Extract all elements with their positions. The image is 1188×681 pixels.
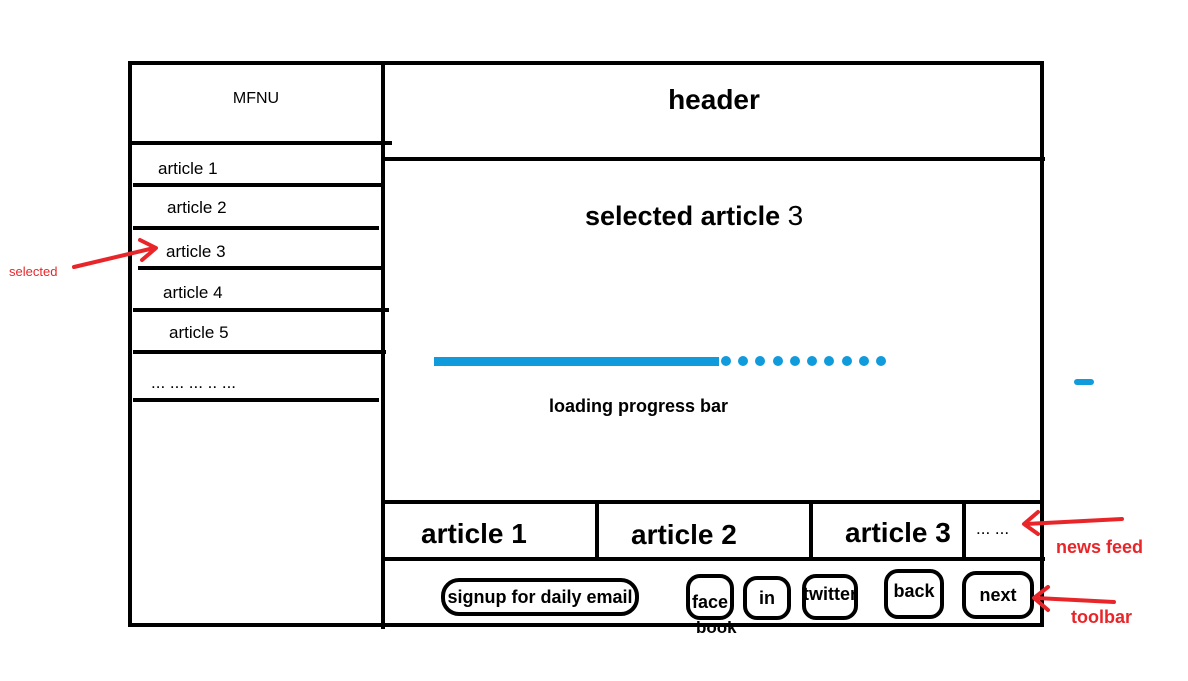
menu-separator [133,226,379,230]
annotation-toolbar: toolbar [1071,607,1132,627]
news-feed-bottom-border [385,557,1045,561]
annotation-news-feed: news feed [1056,537,1144,557]
progress-dot [772,356,783,366]
progress-dot [858,356,869,366]
header-title: header [668,84,760,115]
menu-separator [133,183,383,187]
news-feed-divider [962,502,966,560]
news-feed-more[interactable]: ... ... [976,519,1010,538]
menu-separator [133,398,379,402]
menu-separator [138,266,383,270]
sidebar-item-more[interactable]: ... ... ... .. ... [151,373,237,392]
progress-dot [755,356,766,366]
progress-dot [721,356,731,366]
signup-email-button[interactable]: signup for daily email [441,578,639,616]
sidebar-item-article-1[interactable]: article 1 [158,159,218,178]
menu-separator [133,308,389,312]
sidebar-item-article-3[interactable]: article 3 [166,242,226,261]
facebook-label: face [691,591,729,612]
progress-caption: loading progress bar [549,396,729,416]
progress-dot [824,356,835,366]
menu-separator [130,141,392,145]
news-feed-item-3[interactable]: article 3 [845,517,951,548]
next-label: next [979,584,1017,605]
annotation-arrow-news-feed-icon [1022,510,1124,536]
news-feed-top-border [385,500,1040,504]
back-button[interactable]: back [884,569,944,619]
signup-email-label: signup for daily email [447,586,633,607]
twitter-button[interactable]: twitter [802,574,858,620]
progress-dot [789,356,800,366]
progress-dot [807,356,818,366]
news-feed-item-2[interactable]: article 2 [631,519,737,550]
annotation-selected: selected [9,264,58,279]
menu-title: MFNU [232,90,280,107]
header-separator [385,157,1045,161]
sidebar-item-article-4[interactable]: article 4 [163,283,223,302]
selected-article-title: selected article 3 [585,200,803,232]
progress-dot [875,356,886,366]
annotation-arrow-selected-icon [72,238,158,269]
news-feed-divider [595,502,599,560]
sidebar-item-article-5[interactable]: article 5 [169,323,229,342]
linkedin-label: in [759,587,775,608]
news-feed-divider [809,502,813,560]
progress-bar-remaining [721,355,886,367]
selected-article-number: 3 [787,200,804,231]
wireframe-frame [128,61,1044,627]
annotation-arrow-toolbar-icon [1032,585,1116,612]
news-feed-item-1[interactable]: article 1 [421,518,527,549]
facebook-button[interactable]: face [686,574,734,620]
menu-separator [133,350,386,354]
sidebar-divider [381,63,385,629]
progress-dot [841,356,852,366]
facebook-label-line2: book [696,618,737,637]
stray-mark [1074,379,1094,385]
next-button[interactable]: next [962,571,1034,619]
back-label: back [893,580,935,601]
progress-dot [738,356,749,366]
progress-bar-fill [434,357,719,366]
linkedin-button[interactable]: in [743,576,791,620]
sidebar-item-article-2[interactable]: article 2 [167,198,227,217]
progress-bar [434,355,886,367]
selected-article-label: selected article [585,201,781,231]
twitter-label: twitter [803,583,857,604]
